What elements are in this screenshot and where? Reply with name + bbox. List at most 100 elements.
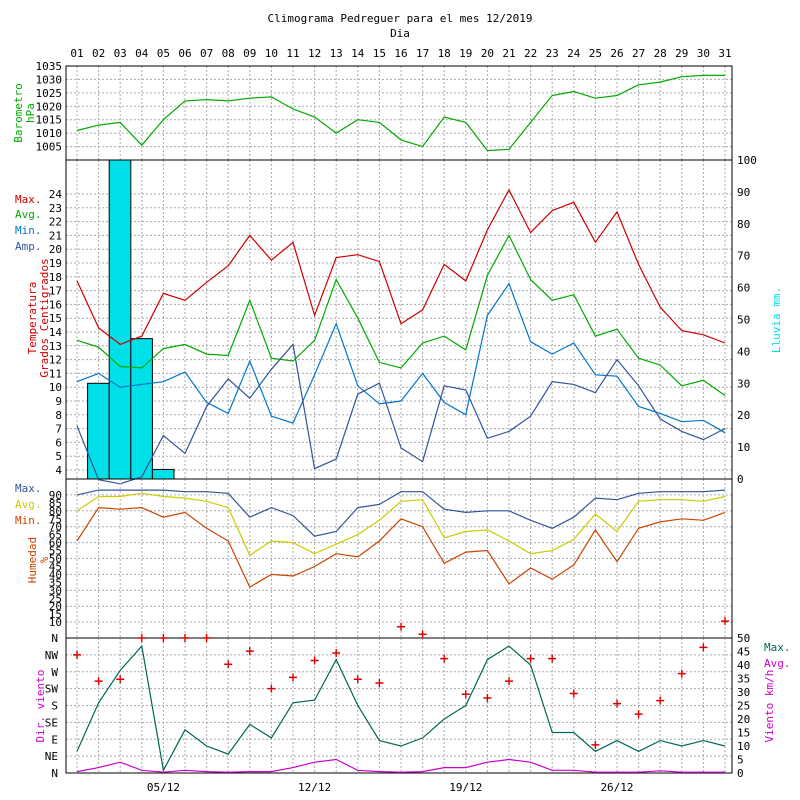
- y2-tick-label: 0: [737, 473, 744, 486]
- legend-label: Avg.: [764, 657, 791, 670]
- wind-direction-marker: [699, 643, 708, 652]
- wind-direction-marker: [440, 654, 449, 663]
- barometer-axis-label: Barometro: [12, 83, 25, 143]
- y2-tick-label: 60: [737, 282, 750, 295]
- y-tick-label: 10: [49, 616, 62, 629]
- wind-direction-marker: [677, 669, 686, 678]
- y-tick-label: 10: [49, 381, 62, 394]
- humidity-line-min: [76, 506, 726, 588]
- y-tick-label: 7: [55, 423, 62, 436]
- temp-line-avg: [76, 234, 726, 396]
- y-tick-label: 24: [49, 188, 63, 201]
- wind-direction-marker: [267, 684, 276, 693]
- y-tick-label: 80: [49, 505, 62, 518]
- day-label: 19: [459, 47, 472, 60]
- day-label: 13: [330, 47, 343, 60]
- panel-frame: [65, 637, 733, 774]
- temp-line-max: [76, 188, 726, 346]
- wind-direction-marker: [73, 650, 81, 659]
- wind-direction-marker: [224, 660, 233, 669]
- wind-line-avg: [76, 758, 725, 773]
- y-tick-label: 1020: [36, 100, 63, 113]
- day-label: 15: [373, 47, 386, 60]
- day-label: 06: [178, 47, 191, 60]
- y2-tick-label: 0: [737, 767, 744, 780]
- y-tick-label: 5: [55, 450, 62, 463]
- wind-direction-marker: [526, 654, 535, 663]
- day-label: 07: [200, 47, 213, 60]
- temperature-axis-label: Temperatura: [26, 282, 39, 355]
- humidity-unit-label: %: [38, 556, 51, 563]
- day-label: 21: [502, 47, 515, 60]
- wind-direction-marker: [461, 690, 470, 699]
- y2-tick-label: 30: [737, 377, 750, 390]
- rain-bar: [87, 382, 110, 480]
- wind-line-max: [76, 644, 726, 773]
- day-label: 12: [308, 47, 321, 60]
- rain-bar: [130, 338, 153, 480]
- y-tick-label: 15: [49, 608, 62, 621]
- legend-label: Max.: [15, 482, 42, 495]
- y2-tick-label: 40: [737, 659, 750, 672]
- y-tick-label: 30: [49, 584, 62, 597]
- y-tick-label: 18: [49, 271, 62, 284]
- date-tick-label: 12/12: [298, 781, 331, 794]
- y2-tick-label: 10: [737, 740, 750, 753]
- y2-tick-label: 80: [737, 218, 750, 231]
- day-label: 10: [265, 47, 278, 60]
- panel-frame: [65, 65, 733, 161]
- day-label: 30: [697, 47, 710, 60]
- y2-tick-label: 40: [737, 345, 750, 358]
- y-tick-label: 35: [49, 576, 62, 589]
- wind-direction-marker: [505, 677, 513, 686]
- day-label: 31: [718, 47, 731, 60]
- day-label: 04: [135, 47, 149, 60]
- day-label: 17: [416, 47, 429, 60]
- wind-direction-marker: [289, 673, 297, 682]
- y2-tick-label: 50: [737, 314, 750, 327]
- wind-direction-marker: [159, 634, 168, 642]
- wind-direction-marker: [634, 710, 643, 719]
- wind-direction-marker: [569, 689, 578, 698]
- date-tick-labels: 05/12 12/12 19/12 26/12: [147, 781, 634, 794]
- wind-direction-marker: [418, 630, 427, 639]
- legend-label: Min.: [15, 224, 42, 237]
- day-label: 28: [654, 47, 667, 60]
- y-tick-label: 22: [49, 216, 62, 229]
- y-tick-label: 75: [49, 513, 62, 526]
- y-tick-label: 70: [49, 521, 62, 534]
- y-tick-label: 40: [49, 568, 62, 581]
- direction-axis-label: Dir. viento: [34, 670, 47, 743]
- rain-bar: [151, 468, 175, 480]
- day-label: 20: [481, 47, 494, 60]
- barometer-line: [76, 74, 725, 152]
- day-label: 05: [157, 47, 170, 60]
- y-tick-label: 16: [49, 298, 62, 311]
- humidity-axis-label: Humedad: [26, 537, 39, 583]
- y2-tick-label: 70: [737, 250, 750, 263]
- day-label: 29: [675, 47, 688, 60]
- day-label: 24: [567, 47, 581, 60]
- wind-direction-marker: [116, 675, 125, 684]
- y2-tick-label: 20: [737, 409, 750, 422]
- wind-direction-marker: [721, 617, 729, 626]
- rain-bar: [108, 159, 132, 480]
- y-tick-label: 17: [49, 285, 62, 298]
- day-label: 25: [589, 47, 602, 60]
- y-tick-label: 1010: [36, 127, 63, 140]
- wind-direction-marker: [310, 656, 319, 665]
- wind-direction-marker: [613, 699, 621, 708]
- date-tick-label: 19/12: [449, 781, 482, 794]
- y-tick-label: 55: [49, 545, 62, 558]
- wind-direction-marker: [656, 696, 665, 705]
- y-tick-label: 1005: [36, 141, 63, 154]
- y-tick-label: 45: [49, 560, 62, 573]
- legend-label: Amp.: [15, 240, 42, 253]
- day-label: 03: [114, 47, 127, 60]
- y-tick-label: 50: [49, 553, 62, 566]
- dir-tick-label: N: [51, 767, 58, 780]
- y2-tick-label: 90: [737, 186, 750, 199]
- day-label: 27: [632, 47, 645, 60]
